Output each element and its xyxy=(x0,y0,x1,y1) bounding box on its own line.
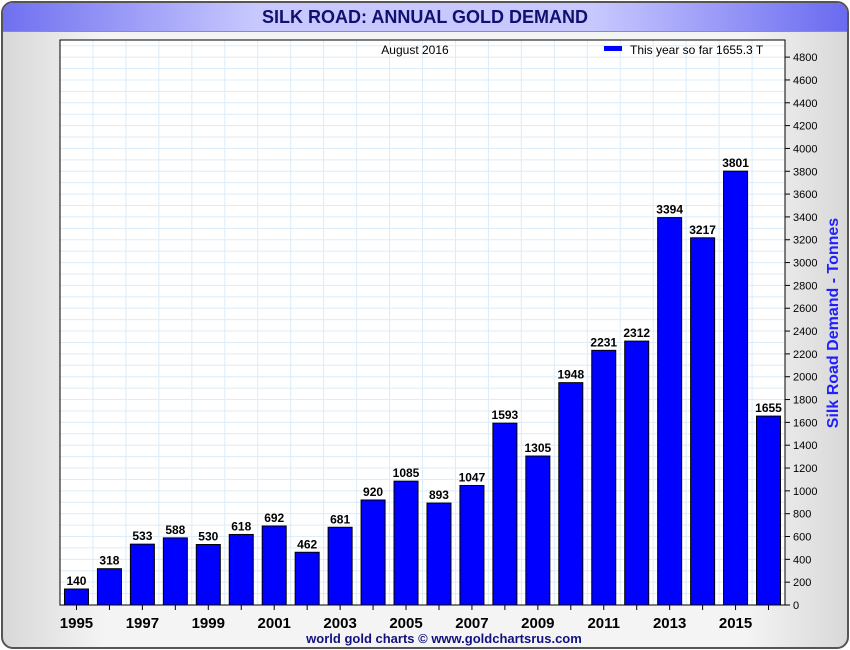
bar-2001 xyxy=(261,525,287,606)
bar-2005 xyxy=(393,480,419,606)
plot-border xyxy=(59,39,786,606)
bar-label-2014: 3217 xyxy=(689,223,716,237)
y-tick-label: 4600 xyxy=(793,75,817,87)
x-tick-label: 2009 xyxy=(521,615,554,632)
bar-label-2000: 618 xyxy=(231,519,251,533)
y-tick-label: 2600 xyxy=(793,303,817,315)
bar-2015 xyxy=(723,170,749,606)
bar-2006 xyxy=(426,502,452,606)
bar-1998 xyxy=(162,537,188,606)
bar-2011 xyxy=(591,349,617,606)
bar-2009 xyxy=(525,455,551,606)
x-tick-label: 2007 xyxy=(455,615,488,632)
bar-label-2003: 681 xyxy=(330,512,350,526)
bar-label-2007: 1047 xyxy=(459,470,486,484)
y-tick-label: 1600 xyxy=(793,417,817,429)
bar-label-2005: 1085 xyxy=(393,466,420,480)
y-tick-label: 4000 xyxy=(793,143,817,155)
x-tick-label: 2011 xyxy=(587,615,620,632)
bar-label-1996: 318 xyxy=(99,554,119,568)
y-tick-label: 4400 xyxy=(793,98,817,110)
bar-label-1998: 588 xyxy=(165,523,185,537)
y-tick-label: 3600 xyxy=(793,189,817,201)
bar-2000 xyxy=(228,533,254,606)
y-axis-label: Silk Road Demand - Tonnes xyxy=(825,218,842,429)
x-tick-label: 1997 xyxy=(126,615,159,632)
y-tick-label: 2200 xyxy=(793,349,817,361)
x-tick-label: 1995 xyxy=(60,615,93,632)
y-tick-label: 1800 xyxy=(793,395,817,407)
y-tick-label: 1200 xyxy=(793,463,817,475)
bar-label-2009: 1305 xyxy=(524,441,551,455)
bar-1995 xyxy=(63,588,89,606)
bar-2002 xyxy=(294,551,320,606)
y-tick-label: 1000 xyxy=(793,486,817,498)
bar-2007 xyxy=(459,484,485,606)
bar-2008 xyxy=(492,422,518,606)
bar-1997 xyxy=(129,543,155,606)
bar-label-2008: 1593 xyxy=(492,408,519,422)
footer-credit: world gold charts © www.goldchartsrus.co… xyxy=(305,631,582,646)
bar-2003 xyxy=(327,526,353,606)
bar-2012 xyxy=(624,340,650,606)
y-tick-label: 1400 xyxy=(793,440,817,452)
y-tick-label: 200 xyxy=(793,577,811,589)
bar-label-2011: 2231 xyxy=(590,335,617,349)
bar-label-2001: 692 xyxy=(264,511,284,525)
bar-1996 xyxy=(96,568,122,606)
y-tick-label: 3400 xyxy=(793,212,817,224)
bar-label-2002: 462 xyxy=(297,537,317,551)
y-tick-label: 2000 xyxy=(793,372,817,384)
bar-label-2010: 1948 xyxy=(557,368,584,382)
chart-subtitle: August 2016 xyxy=(381,43,449,57)
y-tick-label: 600 xyxy=(793,532,811,544)
bar-2016 xyxy=(756,415,782,606)
y-tick-label: 3200 xyxy=(793,235,817,247)
y-tick-label: 4800 xyxy=(793,52,817,64)
x-tick-label: 2015 xyxy=(719,615,752,632)
bar-label-1999: 530 xyxy=(198,530,218,544)
bar-label-1995: 140 xyxy=(66,574,86,588)
bar-label-2006: 893 xyxy=(429,488,449,502)
bar-label-2012: 2312 xyxy=(623,326,650,340)
bar-1999 xyxy=(195,544,221,606)
bar-label-2004: 920 xyxy=(363,485,383,499)
x-tick-label: 2005 xyxy=(389,615,422,632)
x-tick-label: 2013 xyxy=(653,615,686,632)
y-tick-label: 800 xyxy=(793,509,811,521)
bar-label-2013: 3394 xyxy=(656,203,683,217)
y-tick-label: 2800 xyxy=(793,280,817,292)
x-tick-label: 1999 xyxy=(192,615,225,632)
y-tick-label: 3000 xyxy=(793,258,817,270)
bar-label-2016: 1655 xyxy=(755,401,782,415)
bar-2013 xyxy=(657,217,683,606)
y-tick-label: 4200 xyxy=(793,121,817,133)
bar-label-1997: 533 xyxy=(132,529,152,543)
bar-label-2015: 3801 xyxy=(722,156,749,170)
chart-title: SILK ROAD: ANNUAL GOLD DEMAND xyxy=(3,3,847,32)
y-tick-label: 0 xyxy=(793,600,799,612)
y-tick-label: 2400 xyxy=(793,326,817,338)
x-tick-label: 2001 xyxy=(258,615,291,632)
y-tick-label: 400 xyxy=(793,554,811,566)
bar-2010 xyxy=(558,382,584,606)
legend-swatch xyxy=(604,46,622,51)
legend-label: This year so far 1655.3 T xyxy=(630,43,764,57)
x-tick-label: 2003 xyxy=(323,615,356,632)
bar-2014 xyxy=(690,237,716,606)
y-tick-label: 3800 xyxy=(793,166,817,178)
bar-2004 xyxy=(360,499,386,606)
